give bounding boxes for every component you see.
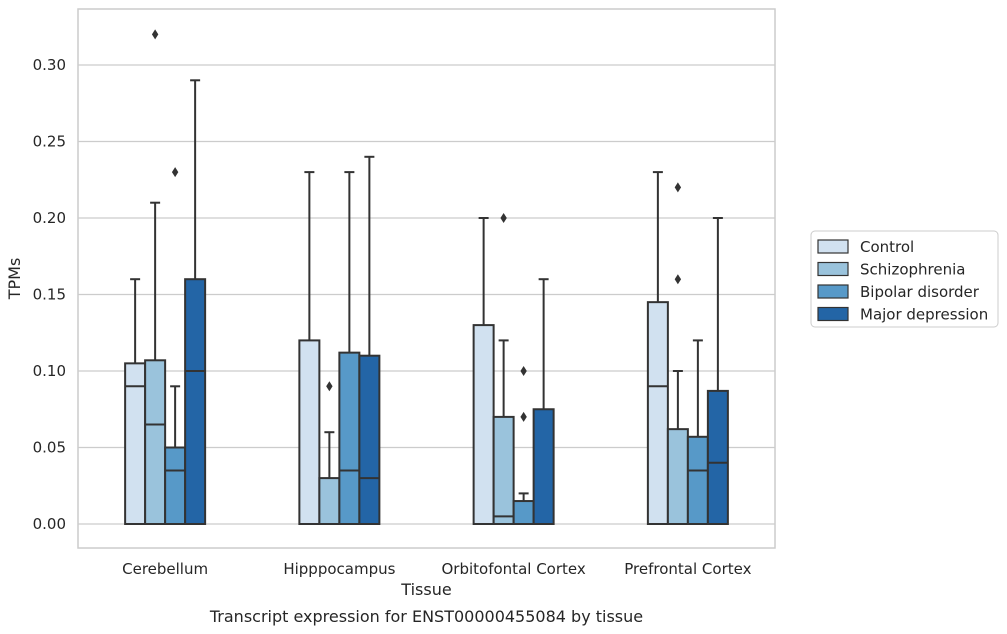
box-body (666, 428, 689, 526)
box-bipolar-disorder (686, 339, 709, 526)
x-axis-label: Tissue (400, 580, 451, 599)
plot-frame (77, 8, 776, 549)
box-body (512, 500, 535, 525)
legend-label-schizophrenia: Schizophrenia (860, 261, 965, 279)
legend-swatch-control (817, 239, 849, 254)
box-body (706, 389, 729, 526)
x-tick-labels: Cerebellum Hipppocampus Orbitofontal Corte… (122, 560, 751, 578)
y-tick-label: 0.00 (33, 515, 66, 533)
box-body (338, 351, 361, 526)
box-body (686, 435, 709, 526)
box-schizophrenia (144, 29, 167, 526)
outlier-point (520, 411, 527, 422)
box-body (318, 477, 341, 526)
box-bipolar-disorder (512, 366, 535, 525)
box-major-depression (358, 155, 381, 526)
y-tick-label: 0.20 (33, 209, 66, 227)
box-schizophrenia (666, 182, 689, 526)
outlier-point (500, 213, 507, 223)
box-control (646, 171, 669, 525)
y-tick-label: 0.25 (33, 133, 66, 151)
y-axis-label: TPMs (5, 258, 24, 301)
chart-caption: Transcript expression for ENST0000045508… (209, 607, 643, 626)
y-tick-label: 0.10 (33, 362, 66, 380)
x-tick-label: Orbitofontal Cortex (442, 560, 586, 578)
legend-label-control: Control (860, 238, 914, 256)
outlier-point (520, 366, 527, 376)
boxes (124, 29, 729, 526)
box-body (492, 415, 515, 525)
box-control (124, 278, 147, 525)
legend-swatch-schizophrenia (817, 261, 849, 277)
box-control (298, 171, 321, 525)
x-tick-label: Prefrontal Cortex (624, 560, 751, 578)
legend-label-major-depression: Major depression (860, 306, 988, 324)
box-body (358, 354, 381, 526)
box-control (472, 217, 495, 525)
legend: Control Schizophrenia Bipolar disorder Majo… (810, 230, 999, 328)
outlier-point (326, 381, 333, 392)
box-major-depression (532, 278, 555, 525)
legend-frame (810, 230, 999, 328)
legend-swatch-bipolar-disorder (817, 284, 849, 299)
outlier-point (674, 182, 682, 193)
box-bipolar-disorder (338, 171, 361, 526)
legend-swatch-major-depression (817, 306, 849, 322)
box-body (144, 359, 167, 526)
box-major-depression (706, 217, 729, 526)
y-tick-label: 0.30 (33, 56, 66, 74)
y-tick-label: 0.05 (33, 439, 66, 457)
box-body (164, 446, 187, 525)
y-tick-label: 0.15 (33, 286, 66, 304)
outlier-point (171, 167, 179, 178)
box-schizophrenia (318, 381, 341, 526)
outlier-point (151, 29, 159, 40)
box-schizophrenia (492, 213, 515, 525)
y-tick-labels: 0.00 0.05 0.10 0.15 0.20 0.25 0.30 (33, 56, 66, 533)
box-body (298, 339, 321, 525)
legend-label-bipolar-disorder: Bipolar disorder (860, 283, 980, 301)
box-body (532, 408, 555, 525)
box-body (124, 362, 147, 525)
outlier-point (674, 274, 682, 285)
box-body (646, 301, 669, 525)
box-major-depression (184, 79, 207, 526)
box-body (184, 278, 207, 526)
box-body (472, 324, 495, 525)
x-tick-label: Cerebellum (122, 560, 208, 578)
box-bipolar-disorder (164, 167, 187, 525)
x-tick-label: Hipppocampus (283, 560, 395, 578)
